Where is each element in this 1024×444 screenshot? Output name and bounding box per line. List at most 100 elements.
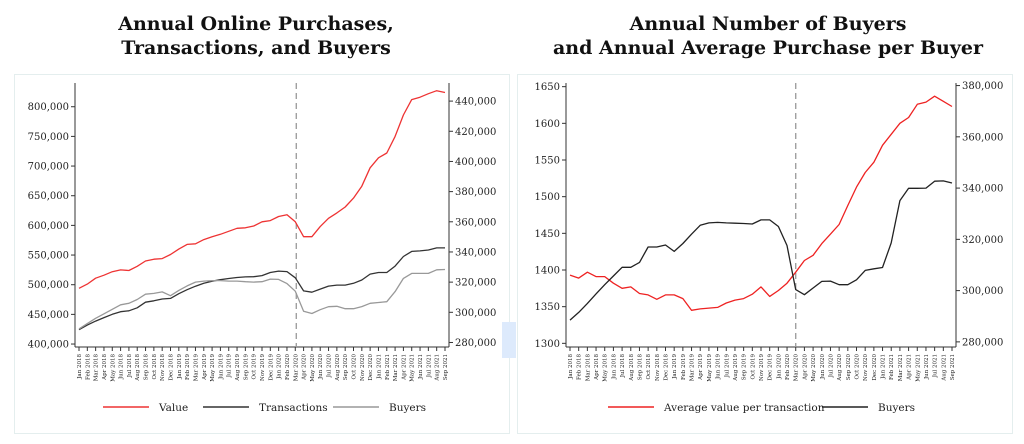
chart-left: 400,000 450,000 500,000 550,000 600,000 650,0…: [28, 83, 496, 414]
x-tick-label: Nov 2019: [260, 354, 266, 381]
x-tick-label: Jun 2019: [218, 354, 224, 381]
x-tick-label: Dec 2020: [368, 354, 374, 381]
x-tick-label: Sep 2019: [243, 354, 249, 381]
y-left-tick-label: 450,000: [28, 310, 69, 321]
x-tick-label: Apr 2019: [202, 354, 208, 381]
x-tick-label: Aug 2019: [235, 354, 241, 382]
x-tick-label: Jun 2018: [611, 354, 617, 381]
y-left-tick-label: 1650: [535, 82, 560, 93]
x-tick-label: Mar 2021: [898, 354, 904, 381]
y-right-tick-label: 360,000: [455, 217, 496, 228]
x-tick-label: Jul 2019: [227, 354, 233, 379]
x-tick-label: May 2018: [110, 354, 116, 382]
x-tick-label: Nov 2018: [655, 354, 661, 381]
legend-label: Buyers: [389, 402, 426, 414]
chart-title-right-line-1: Annual Number of Buyers: [629, 13, 907, 35]
y-left-tick-label: 550,000: [28, 251, 69, 262]
x-tick-label: Aug 2021: [941, 354, 947, 382]
x-tick-label: Nov 2019: [759, 354, 765, 381]
x-tick-label: Jun 2021: [418, 354, 424, 380]
y-right-tick-label: 300,000: [455, 308, 496, 319]
y-left-tick-label: 1500: [535, 192, 560, 203]
x-tick-label: Nov 2020: [863, 354, 869, 381]
x-tick-label: Mar 2020: [794, 354, 800, 382]
chart-right: 1300 1350 1400 1450 1500 1550 1600 1650 280,000 3…: [535, 81, 1004, 414]
x-tick-label: Mar 2019: [193, 354, 199, 382]
y-left-tick-label: 1350: [535, 302, 560, 313]
x-tick-label: May 2019: [210, 354, 216, 382]
y-right-tick-label: 300,000: [962, 286, 1003, 297]
x-tick-label: Dec 2020: [872, 354, 878, 381]
x-tick-label: May 2020: [811, 354, 817, 382]
x-tick-label: May 2020: [310, 354, 316, 382]
x-tick-label: Sep 2021: [950, 354, 956, 380]
y-left-tick-label: 750,000: [28, 132, 69, 143]
x-tick-label: Aug 2019: [733, 354, 739, 382]
x-tick-label: Sep 2018: [637, 354, 643, 381]
x-tick-label: Apr 2020: [802, 354, 808, 381]
y-left-tick-label: 1600: [535, 119, 560, 130]
selection-highlight: [502, 322, 516, 358]
x-tick-label: Jan 2021: [376, 354, 382, 380]
y-left-tick-label: 800,000: [28, 102, 69, 113]
x-tick-label: Apr 2019: [698, 354, 704, 381]
x-tick-label: Jun 2019: [716, 354, 722, 381]
x-tick-label: Mar 2018: [585, 354, 591, 382]
x-tick-label: Jul 2021: [933, 354, 939, 378]
y-left-tick-label: 1300: [535, 339, 560, 350]
y-left-tick-label: 1550: [535, 156, 560, 167]
y-left-tick-label: 700,000: [28, 162, 69, 173]
x-tick-label: Jan 2018: [77, 354, 83, 380]
x-tick-label: Jan 2020: [776, 354, 782, 380]
chart-panel-left: 400,000 450,000 500,000 550,000 600,000 650,0…: [14, 74, 510, 434]
legend-label: Average value per transaction: [663, 402, 825, 414]
y-right-tick-label: 280,000: [962, 337, 1003, 348]
y-right-tick-label: 380,000: [455, 187, 496, 198]
x-tick-label: May 2021: [410, 354, 416, 382]
y-right-tick-label: 360,000: [962, 132, 1003, 143]
x-tick-label: Oct 2019: [252, 354, 258, 380]
y-right-tick-label: 420,000: [455, 127, 496, 138]
y-right-tick-label: 440,000: [455, 97, 496, 108]
legend-label: Buyers: [878, 402, 915, 414]
x-tick-label: Feb 2018: [85, 354, 91, 381]
x-tick-label: Apr 2018: [102, 354, 108, 381]
x-tick-label: Sep 2020: [846, 354, 852, 381]
x-tick-label: Feb 2021: [889, 354, 895, 380]
chart-title-right: Annual Number of Buyers and Annual Avera…: [512, 12, 1024, 60]
x-tick-label: Jun 2018: [119, 354, 125, 381]
x-tick-label: Mar 2020: [293, 354, 299, 382]
legend-label: Transactions: [259, 402, 328, 414]
x-tick-label: Sep 2019: [742, 354, 748, 381]
x-tick-label: Jan 2019: [177, 354, 183, 380]
x-tick-label: Jul 2020: [327, 354, 333, 379]
y-right-tick-label: 400,000: [455, 157, 496, 168]
chart-title-left: Annual Online Purchases, Transactions, a…: [0, 12, 512, 60]
series-line-average-value-per-transaction: [569, 95, 953, 311]
x-tick-label: Aug 2020: [837, 354, 843, 382]
y-left-tick-label: 600,000: [28, 221, 69, 232]
x-tick-label: Jan 2019: [672, 354, 678, 380]
x-tick-label: Sep 2021: [443, 354, 449, 380]
x-tick-label: Oct 2019: [750, 354, 756, 380]
x-tick-label: Aug 2018: [629, 354, 635, 382]
x-tick-label: Jan 2020: [277, 354, 283, 380]
x-tick-label: Jun 2021: [924, 354, 930, 380]
series-line-transactions: [78, 247, 445, 331]
x-tick-label: Oct 2020: [855, 354, 861, 380]
y-left-tick-label: 500,000: [28, 280, 69, 291]
series-line-buyers: [569, 180, 953, 321]
x-tick-label: Feb 2021: [385, 354, 391, 380]
x-tick-label: Oct 2018: [646, 354, 652, 380]
x-tick-label: Jan 2021: [881, 354, 887, 380]
x-tick-label: Jun 2020: [318, 354, 324, 381]
x-tick-label: Jun 2020: [820, 354, 826, 381]
y-right-tick-label: 380,000: [962, 81, 1003, 92]
x-tick-label: Jul 2018: [127, 354, 133, 379]
y-right-tick-label: 320,000: [455, 278, 496, 289]
x-tick-label: Mar 2018: [94, 354, 100, 382]
x-tick-label: Aug 2021: [435, 354, 441, 382]
x-tick-label: Feb 2019: [185, 354, 191, 381]
chart-panel-right: 1300 1350 1400 1450 1500 1550 1600 1650 280,000 3…: [517, 74, 1013, 434]
x-tick-label: Dec 2018: [169, 354, 175, 381]
